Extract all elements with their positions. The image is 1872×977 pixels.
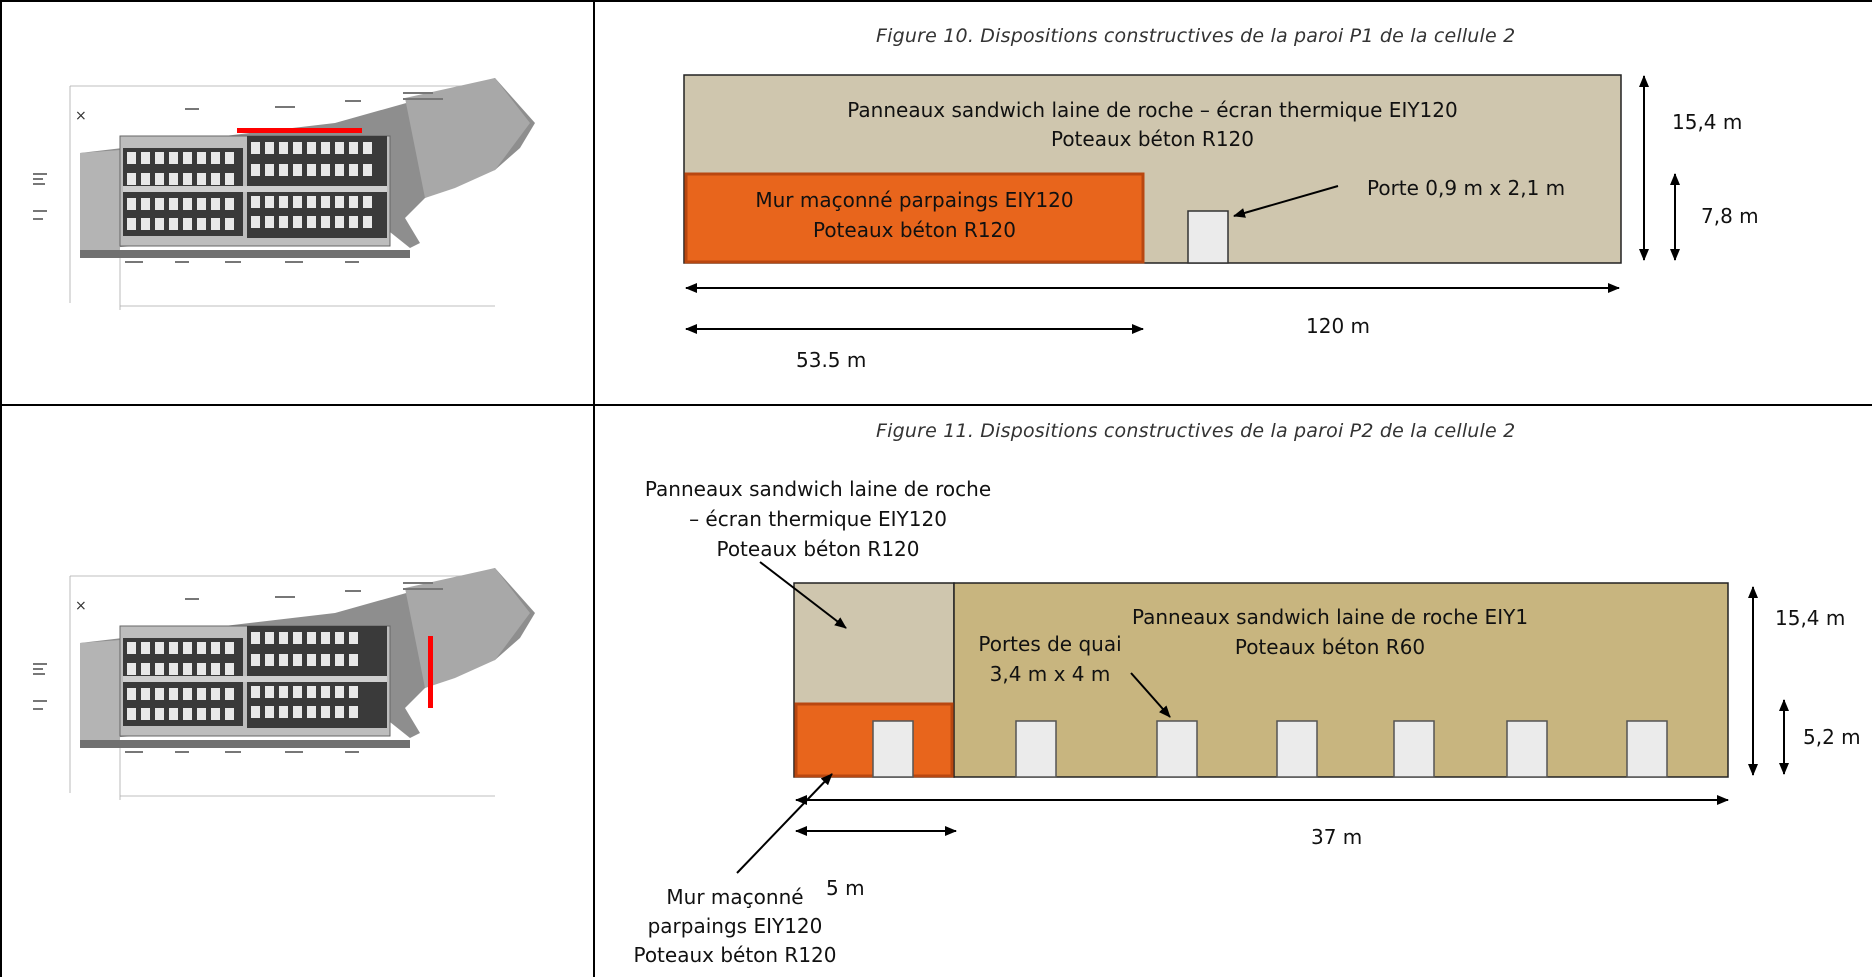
p1-door bbox=[1187, 210, 1229, 264]
figure-10-caption: Figure 10. Dispositions constructives de… bbox=[876, 25, 1516, 47]
p1-length-wall-label: 53.5 m bbox=[796, 348, 867, 372]
p2-dock-door-pointer bbox=[1130, 672, 1171, 718]
p2-dock-doors-label-line1: Portes de quai bbox=[978, 632, 1122, 656]
p2-left-panel-label-line1: Panneaux sandwich laine de roche bbox=[644, 477, 992, 501]
svg-text:×: × bbox=[75, 108, 87, 124]
p2-left-panel-label-line3: Poteaux béton R120 bbox=[716, 537, 920, 561]
p2-length-wall-label: 5 m bbox=[826, 876, 865, 900]
site-plan-thumbnail-p2: × bbox=[33, 568, 535, 800]
p2-dock-door bbox=[1626, 720, 1668, 778]
p2-wall-pointer bbox=[736, 773, 833, 874]
p2-dock-doors-label-line2: 3,4 m x 4 m bbox=[989, 662, 1111, 686]
p1-length-total-label: 120 m bbox=[1306, 314, 1371, 338]
table-border-left bbox=[0, 0, 2, 977]
p2-main-panel-label-line2: Poteaux béton R60 bbox=[1234, 635, 1426, 659]
p1-upper-panel-label-line2: Poteaux béton R120 bbox=[1050, 127, 1255, 151]
p1-wall-label-line2: Poteaux béton R120 bbox=[812, 218, 1017, 242]
table-column-divider bbox=[593, 0, 595, 977]
site-plan-thumbnail-p1: × bbox=[33, 78, 535, 310]
p1-wall-label-line1: Mur maçonné parpaings EIY120 bbox=[755, 188, 1074, 212]
p2-height-door-label: 5,2 m bbox=[1803, 725, 1861, 749]
p2-dock-door bbox=[1156, 720, 1198, 778]
p2-dock-door bbox=[1015, 720, 1057, 778]
p2-height-total-label: 15,4 m bbox=[1775, 606, 1846, 630]
table-border-top bbox=[0, 0, 1872, 2]
p2-left-panel-label-line2: – écran thermique EIY120 bbox=[689, 507, 947, 531]
svg-text:×: × bbox=[75, 598, 87, 614]
p1-door-label: Porte 0,9 m x 2,1 m bbox=[1367, 176, 1566, 200]
p1-upper-panel-label-line1: Panneaux sandwich laine de roche – écran… bbox=[847, 98, 1458, 122]
highlight-wall-p2 bbox=[428, 636, 433, 708]
p2-dock-door bbox=[1393, 720, 1435, 778]
p2-door bbox=[872, 720, 914, 778]
p2-left-panel-pointer bbox=[759, 561, 847, 629]
figure-11-caption: Figure 11. Dispositions constructives de… bbox=[876, 420, 1516, 442]
p1-height-total-label: 15,4 m bbox=[1672, 110, 1743, 134]
p2-main-panel-label-line1: Panneaux sandwich laine de roche EIY1 bbox=[1131, 605, 1529, 629]
p2-length-total-label: 37 m bbox=[1311, 825, 1363, 849]
p1-door-pointer bbox=[1233, 185, 1339, 218]
p1-masonry-wall bbox=[684, 172, 1145, 264]
p2-dock-door bbox=[1506, 720, 1548, 778]
table-border-middle bbox=[0, 404, 1872, 406]
p2-wall-label-line3: Poteaux béton R120 bbox=[633, 943, 837, 967]
p2-wall-label-line1: Mur maçonné bbox=[666, 885, 804, 909]
p2-wall-label-line2: parpaings EIY120 bbox=[647, 914, 823, 938]
p1-height-lower-label: 7,8 m bbox=[1701, 204, 1759, 228]
p2-dock-door bbox=[1276, 720, 1318, 778]
p2-main-panel bbox=[953, 582, 1729, 778]
highlight-wall-p1 bbox=[237, 128, 362, 133]
